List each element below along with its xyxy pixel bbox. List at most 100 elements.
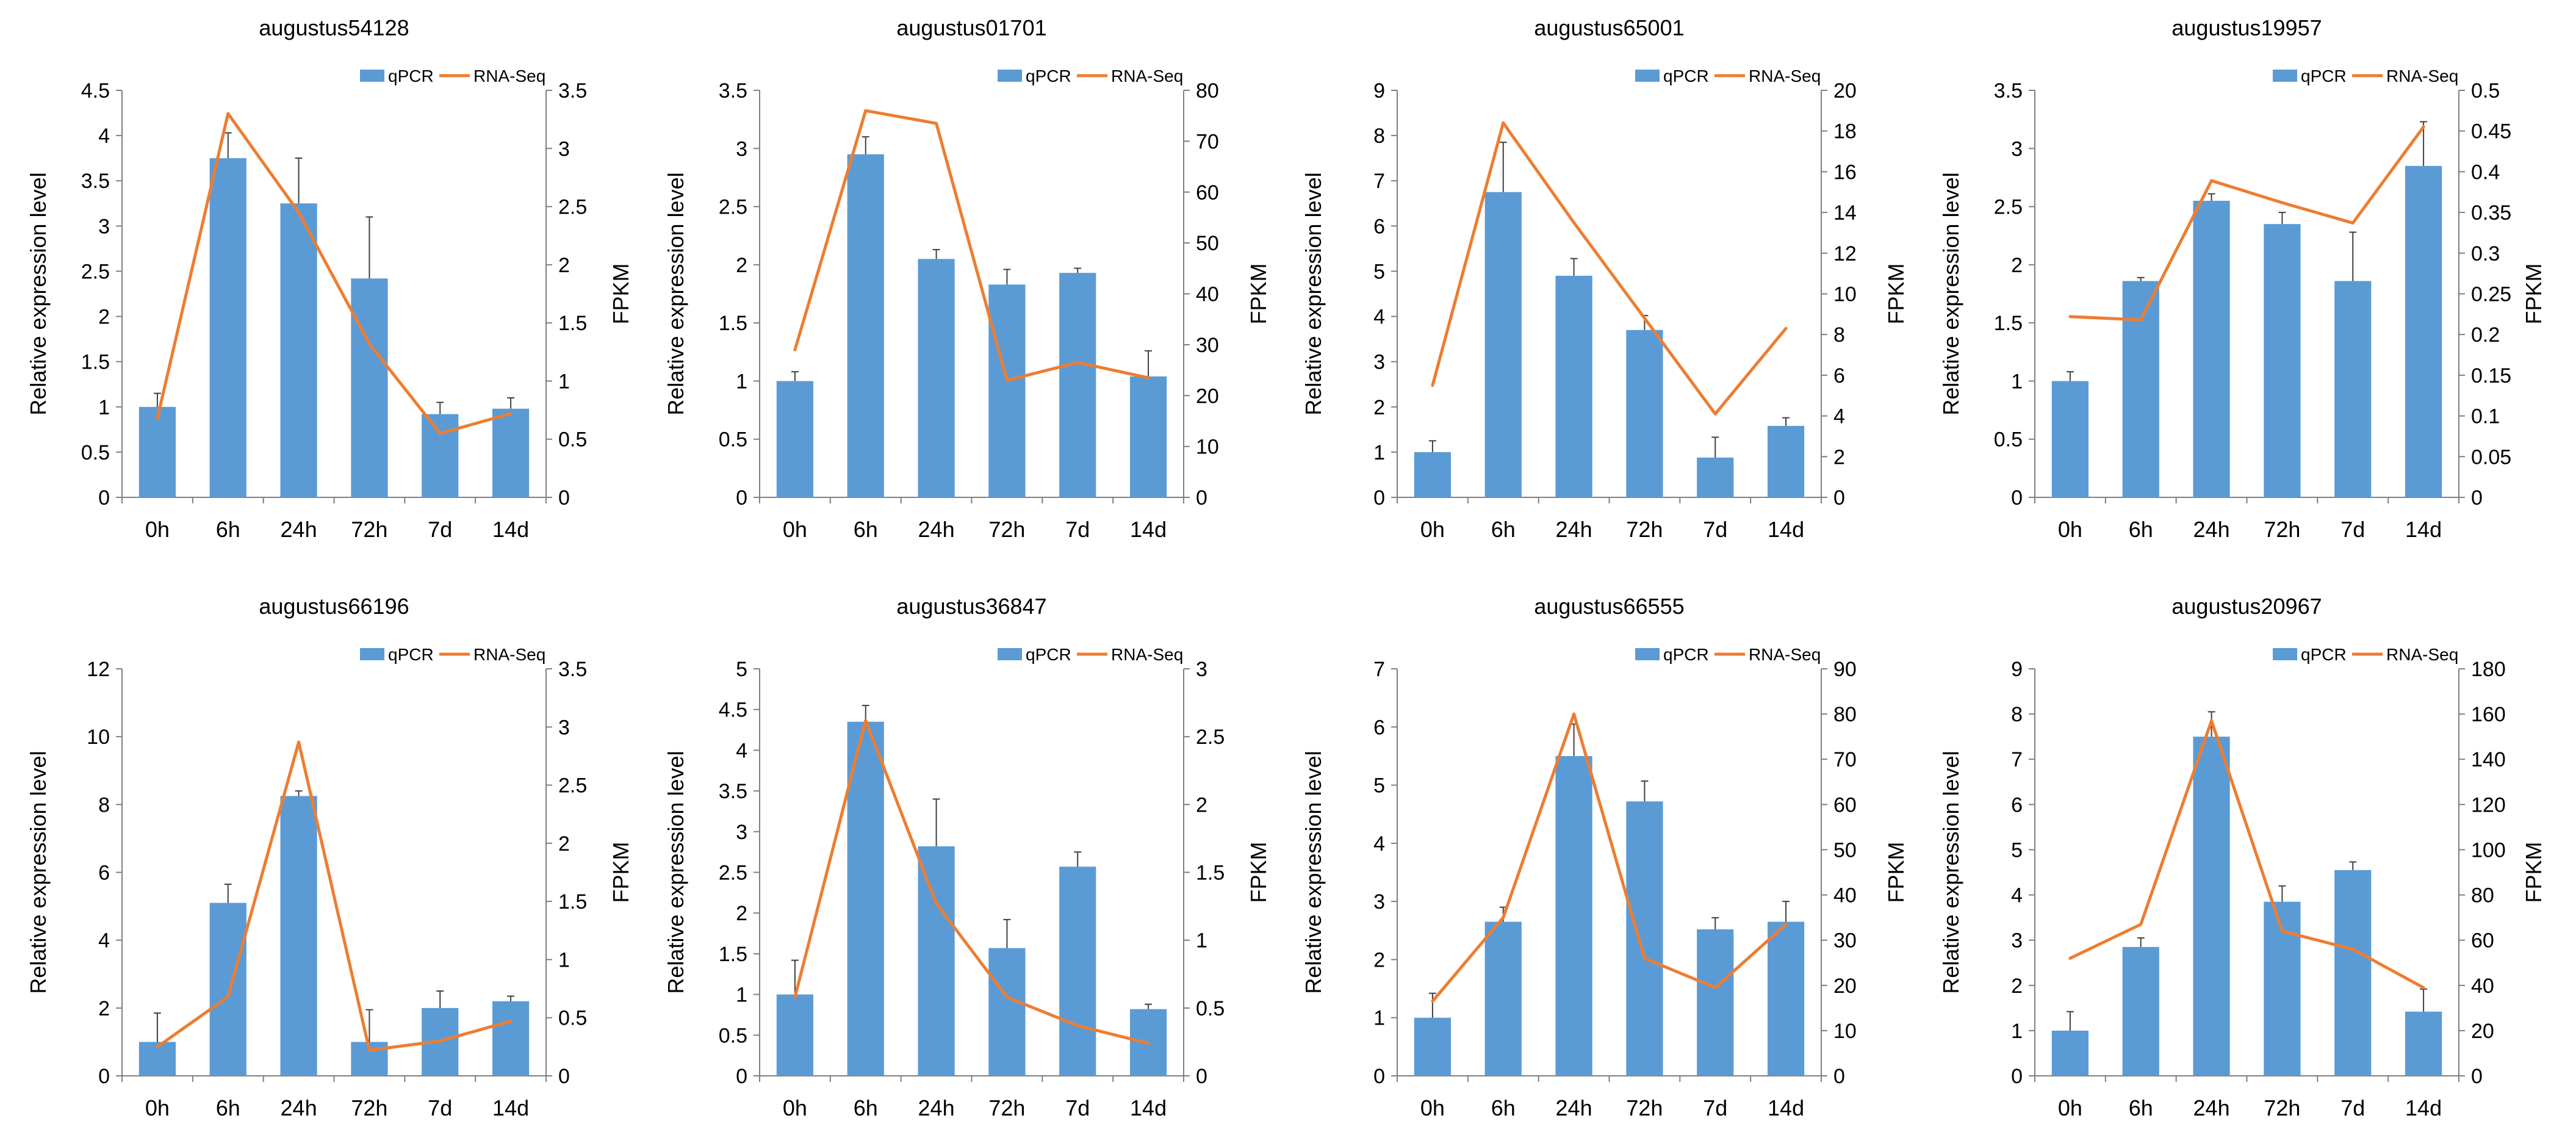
bar xyxy=(2051,381,2089,497)
line-point xyxy=(1642,956,1646,960)
y2-tick-label: 1.5 xyxy=(1196,862,1225,885)
y-tick-label: 4 xyxy=(98,929,110,953)
y-tick-label: 2.5 xyxy=(719,862,747,885)
line-series xyxy=(793,109,1149,382)
chart-title: augustus54128 xyxy=(259,15,409,40)
y2-axis-title: FPKM xyxy=(2521,263,2546,324)
x-tick-label: 7d xyxy=(1065,1095,1090,1120)
legend-bar-swatch xyxy=(1635,70,1660,82)
legend-bar-swatch xyxy=(1635,648,1660,660)
line-point xyxy=(1572,221,1576,225)
legend-bar-swatch xyxy=(360,70,384,82)
bar xyxy=(422,414,459,497)
bar xyxy=(492,408,530,497)
bar xyxy=(2334,870,2372,1076)
y-tick-label: 7 xyxy=(1373,170,1385,193)
x-tick-label: 72h xyxy=(1626,1095,1663,1120)
x-tick-label: 7d xyxy=(1703,517,1727,542)
y2-tick-label: 2 xyxy=(558,254,570,277)
legend: qPCR RNA-Seq xyxy=(998,645,1183,664)
y-tick-label: 3.5 xyxy=(81,170,110,193)
x-tick-label: 14d xyxy=(492,1095,529,1120)
line-point xyxy=(1005,378,1009,382)
line-point xyxy=(297,740,301,744)
y2-tick-label: 0 xyxy=(558,1065,570,1088)
x-tick-label: 14d xyxy=(1130,1095,1167,1120)
y2-tick-label: 3 xyxy=(558,716,570,739)
bar xyxy=(1767,425,1805,497)
y-tick-label: 5 xyxy=(1373,260,1385,283)
y-tick-label: 1 xyxy=(2011,370,2023,393)
y-tick-label: 5 xyxy=(2011,838,2023,862)
bar xyxy=(1697,929,1734,1076)
y2-tick-label: 1.5 xyxy=(558,312,587,335)
legend: qPCR RNA-Seq xyxy=(2273,645,2458,664)
y-tick-label: 2.5 xyxy=(1994,196,2023,219)
bar xyxy=(139,406,176,497)
legend-line-label: RNA-Seq xyxy=(1111,67,1183,85)
y2-tick-label: 1 xyxy=(558,948,570,972)
line-point xyxy=(1146,376,1150,380)
line-point xyxy=(2280,201,2284,204)
line-point xyxy=(2068,315,2072,319)
line-point xyxy=(1502,121,1505,124)
y2-tick-label: 30 xyxy=(1833,929,1857,953)
y2-tick-label: 3 xyxy=(558,137,570,160)
legend-bar-label: qPCR xyxy=(2301,645,2347,664)
x-tick-label: 0h xyxy=(783,1095,807,1120)
line-point xyxy=(1431,1000,1434,1003)
chart-panel: augustus01701 qPCR RNA-Seq 0 0.5 1 1.5 2 2.5 3 3.5… xyxy=(663,15,1271,542)
line-point xyxy=(1713,412,1717,416)
bar xyxy=(1555,755,1592,1076)
y2-tick-label: 0.4 xyxy=(2471,160,2500,184)
bar xyxy=(2122,281,2159,497)
legend-bar-label: qPCR xyxy=(1663,645,1709,664)
x-tick-label: 72h xyxy=(1626,517,1663,542)
legend-line-label: RNA-Seq xyxy=(473,67,545,85)
y2-tick-label: 0.5 xyxy=(1196,997,1225,1020)
bar xyxy=(1129,376,1167,497)
line-point xyxy=(864,109,868,112)
y2-tick-label: 0 xyxy=(1196,486,1207,510)
y2-tick-label: 0.5 xyxy=(558,1007,587,1030)
y2-tick-label: 2.5 xyxy=(558,774,587,798)
y-tick-label: 2 xyxy=(1373,396,1385,419)
legend-bar-label: qPCR xyxy=(1663,67,1709,85)
y2-tick-label: 6 xyxy=(1833,364,1845,388)
y2-tick-label: 0.05 xyxy=(2471,445,2511,469)
y-tick-label: 4.5 xyxy=(81,79,110,103)
y-tick-label: 1 xyxy=(1373,1007,1385,1030)
y2-tick-label: 0.3 xyxy=(2471,242,2500,265)
legend: qPCR RNA-Seq xyxy=(360,67,545,85)
bar xyxy=(280,203,317,497)
x-tick-label: 14d xyxy=(492,517,529,542)
bar xyxy=(776,994,814,1076)
line-series xyxy=(2069,719,2425,989)
x-tick-label: 0h xyxy=(2058,517,2082,542)
line-point xyxy=(1431,384,1434,388)
y-tick-label: 0 xyxy=(736,486,747,510)
y-tick-label: 1 xyxy=(98,396,110,419)
y-tick-label: 8 xyxy=(2011,703,2023,726)
y-tick-label: 7 xyxy=(1373,658,1385,681)
y-tick-label: 2 xyxy=(98,997,110,1020)
x-tick-label: 7d xyxy=(428,517,452,542)
bar xyxy=(2334,281,2372,497)
bar xyxy=(209,158,246,498)
y2-axis-title: FPKM xyxy=(608,263,633,324)
x-tick-label: 7d xyxy=(1065,517,1090,542)
legend-line-label: RNA-Seq xyxy=(1749,67,1821,85)
line-point xyxy=(1146,1042,1150,1045)
y-tick-label: 6 xyxy=(1373,215,1385,238)
y-tick-label: 3 xyxy=(736,821,747,844)
chart-title: augustus20967 xyxy=(2171,594,2322,619)
y-tick-label: 0 xyxy=(1373,1065,1385,1088)
y2-tick-label: 0.35 xyxy=(2471,201,2511,225)
x-tick-label: 6h xyxy=(1491,1095,1516,1120)
y-tick-label: 3 xyxy=(2011,137,2023,160)
line-point xyxy=(793,348,797,351)
x-tick-label: 24h xyxy=(918,517,955,542)
bar xyxy=(2193,201,2230,497)
y2-tick-label: 1 xyxy=(558,370,570,393)
